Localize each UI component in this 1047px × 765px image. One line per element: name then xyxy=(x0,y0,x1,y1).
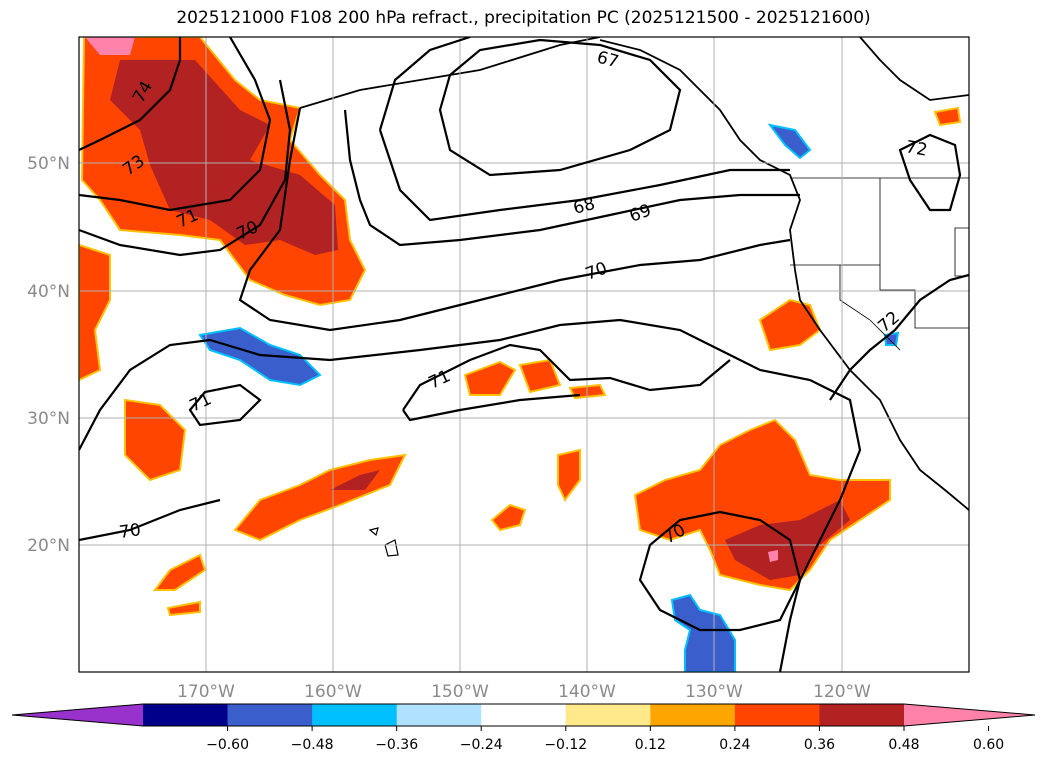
lon-label: 120°W xyxy=(813,682,871,702)
colorbar-tick-label: 0.24 xyxy=(719,737,750,753)
colorbar-extend-high xyxy=(904,704,1035,726)
lon-label: 160°W xyxy=(304,682,362,702)
colorbar-segment xyxy=(312,704,398,726)
colorbar-segment xyxy=(565,704,651,726)
political-borders xyxy=(790,177,969,351)
colorbar-tick-label: −0.12 xyxy=(544,737,587,753)
colorbar-extend-low xyxy=(12,704,143,726)
colorbar-tick-label: −0.36 xyxy=(375,737,418,753)
lat-label: 30°N xyxy=(27,409,70,429)
lat-label: 20°N xyxy=(27,536,70,556)
colorbar-segment xyxy=(819,704,905,726)
map-title: 2025121000 F108 200 hPa refract., precip… xyxy=(176,8,871,28)
map-frame xyxy=(78,36,970,673)
colorbar: −0.60 −0.48 −0.36 −0.24 −0.12 0.12 0.24 0.36 0.4… xyxy=(11,703,1036,753)
colorbar-tick-label: −0.60 xyxy=(206,737,249,753)
contour-label: 72 xyxy=(904,137,929,160)
precip-fill-regions xyxy=(79,37,962,672)
colorbar-tick-label: 0.12 xyxy=(635,737,666,753)
lat-label: 40°N xyxy=(27,282,70,302)
colorbar-segment xyxy=(396,704,482,726)
longitude-labels: 170°W 160°W 150°W 140°W 130°W 120°W xyxy=(177,682,871,702)
colorbar-tick-label: 0.48 xyxy=(888,737,919,753)
refractivity-contours xyxy=(79,37,969,672)
colorbar-tick-label: 0.60 xyxy=(973,737,1004,753)
lon-label: 140°W xyxy=(558,682,616,702)
lon-label: 130°W xyxy=(685,682,743,702)
lat-label: 50°N xyxy=(27,154,70,174)
latitude-labels: 50°N 40°N 30°N 20°N xyxy=(27,154,70,556)
colorbar-segment xyxy=(481,704,567,726)
contour-label: 70 xyxy=(118,520,142,543)
lon-label: 150°W xyxy=(431,682,489,702)
lon-label: 170°W xyxy=(177,682,235,702)
colorbar-segment xyxy=(227,704,313,726)
colorbar-tick-label: 0.36 xyxy=(804,737,835,753)
colorbar-tick-label: −0.48 xyxy=(291,737,334,753)
colorbar-outline xyxy=(11,703,1036,727)
colorbar-segment xyxy=(143,704,229,726)
colorbar-segment xyxy=(734,704,820,726)
colorbar-tick-label: −0.24 xyxy=(460,737,503,753)
colorbar-segment xyxy=(650,704,736,726)
gridlines xyxy=(79,37,969,672)
